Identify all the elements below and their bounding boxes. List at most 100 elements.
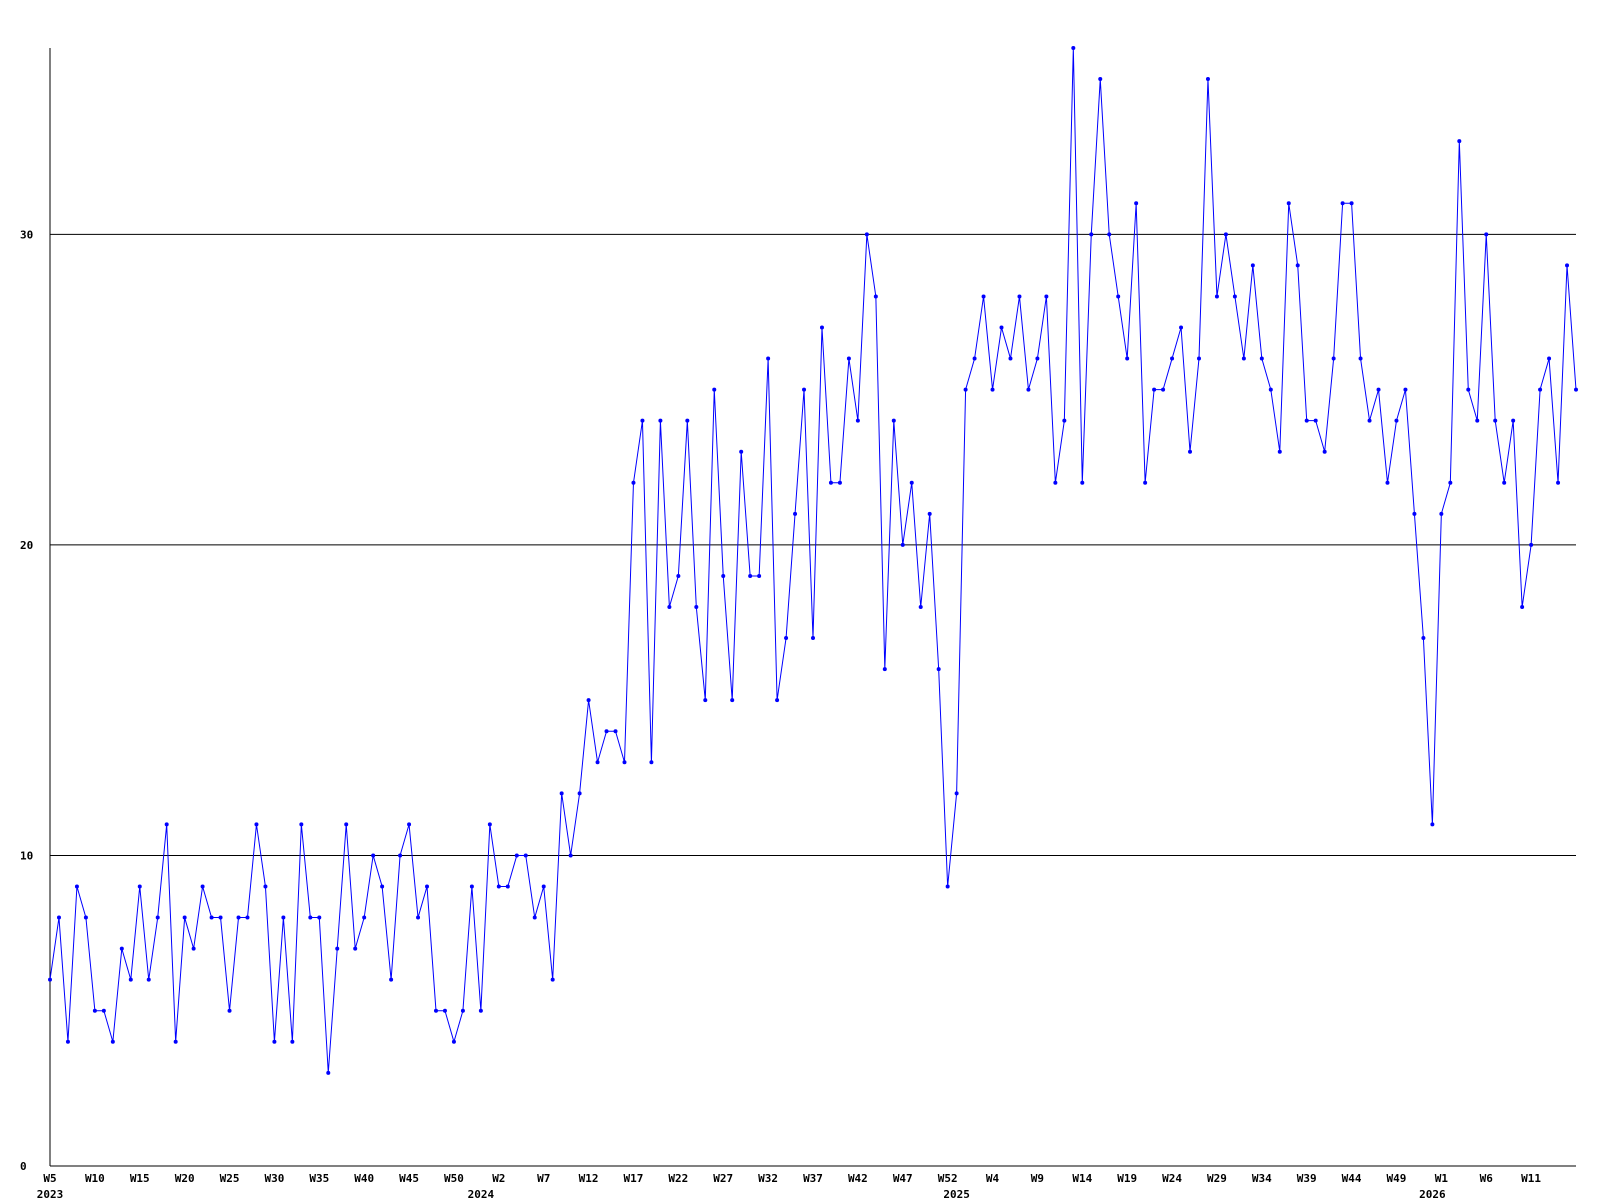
y-tick-labels: 0 10 20 30 — [20, 228, 33, 1173]
x-tick-label: W4 — [986, 1172, 1000, 1185]
data-point — [640, 418, 645, 423]
data-point — [191, 946, 196, 951]
data-point — [101, 1008, 106, 1013]
data-point — [398, 853, 403, 858]
data-point — [1547, 356, 1552, 361]
data-point — [595, 760, 600, 765]
data-point — [963, 387, 968, 392]
data-point — [1062, 418, 1067, 423]
data-point — [703, 698, 708, 703]
data-point — [48, 977, 52, 982]
data-point — [604, 729, 609, 734]
data-point — [1565, 263, 1570, 268]
data-point — [532, 915, 537, 920]
data-point — [344, 822, 349, 827]
data-point — [1277, 449, 1282, 454]
data-point — [1179, 325, 1184, 330]
data-point — [1304, 418, 1309, 423]
x-tick-label: W47 — [893, 1172, 913, 1185]
data-point — [1448, 480, 1453, 485]
data-point — [882, 667, 887, 672]
data-point — [757, 573, 762, 578]
data-point — [1017, 294, 1022, 299]
data-point — [1556, 480, 1561, 485]
x-tick-label: W45 — [399, 1172, 419, 1185]
data-point — [945, 884, 950, 889]
data-point — [1340, 201, 1345, 206]
data-point — [559, 791, 564, 796]
data-point — [407, 822, 412, 827]
data-point — [1439, 511, 1444, 516]
x-tick-label: W20 — [175, 1172, 195, 1185]
data-point — [954, 791, 959, 796]
data-point — [442, 1008, 447, 1013]
data-point — [577, 791, 582, 796]
data-point — [1116, 294, 1121, 299]
year-label: 2026 — [1419, 1188, 1446, 1200]
data-point — [1080, 480, 1085, 485]
data-point — [505, 884, 510, 889]
x-tick-label: W11 — [1521, 1172, 1541, 1185]
x-tick-label: W42 — [848, 1172, 868, 1185]
data-point — [164, 822, 169, 827]
x-tick-label: W40 — [354, 1172, 374, 1185]
data-point — [1574, 387, 1578, 392]
data-point — [1125, 356, 1130, 361]
data-point — [622, 760, 627, 765]
x-tick-label: W5 — [43, 1172, 56, 1185]
data-point — [460, 1008, 465, 1013]
data-point — [541, 884, 546, 889]
data-point — [496, 884, 501, 889]
data-point — [837, 480, 842, 485]
series-line — [49, 47, 1577, 1073]
data-point — [1098, 77, 1103, 82]
data-point — [1268, 387, 1273, 392]
x-tick-label: W27 — [713, 1172, 733, 1185]
data-point — [1035, 356, 1040, 361]
data-point — [380, 884, 385, 889]
data-point — [586, 698, 591, 703]
data-point — [784, 636, 789, 641]
data-point — [236, 915, 241, 920]
data-point — [227, 1008, 232, 1013]
x-tick-label: W37 — [803, 1172, 823, 1185]
data-point — [1412, 511, 1417, 516]
y-tick-label: 0 — [20, 1160, 27, 1173]
data-point — [389, 977, 394, 982]
data-point — [1107, 232, 1112, 237]
data-point — [110, 1039, 115, 1044]
data-point — [245, 915, 250, 920]
data-point — [927, 511, 932, 516]
data-point — [1026, 387, 1031, 392]
data-point — [1214, 294, 1219, 299]
data-point — [909, 480, 914, 485]
data-point — [523, 853, 528, 858]
data-point — [1259, 356, 1264, 361]
data-point — [478, 1008, 483, 1013]
data-point — [1008, 356, 1013, 361]
data-point — [1466, 387, 1471, 392]
data-point — [1322, 449, 1327, 454]
x-tick-label: W19 — [1117, 1172, 1137, 1185]
data-point — [1430, 822, 1435, 827]
data-point — [1502, 480, 1507, 485]
data-point — [846, 356, 851, 361]
data-point — [568, 853, 573, 858]
point-layer — [48, 46, 1578, 1075]
data-point — [1053, 480, 1058, 485]
data-point — [1493, 418, 1498, 423]
data-point — [1295, 263, 1300, 268]
data-point — [1044, 294, 1049, 299]
data-point — [218, 915, 223, 920]
data-point — [819, 325, 824, 330]
data-point — [1071, 46, 1076, 50]
data-point — [685, 418, 690, 423]
data-point — [1358, 356, 1363, 361]
x-tick-label: W12 — [579, 1172, 599, 1185]
data-point — [1376, 387, 1381, 392]
data-point — [550, 977, 555, 982]
x-tick-label: W15 — [130, 1172, 150, 1185]
data-point — [855, 418, 860, 423]
x-tick-label: W6 — [1480, 1172, 1494, 1185]
x-tick-label: W50 — [444, 1172, 464, 1185]
